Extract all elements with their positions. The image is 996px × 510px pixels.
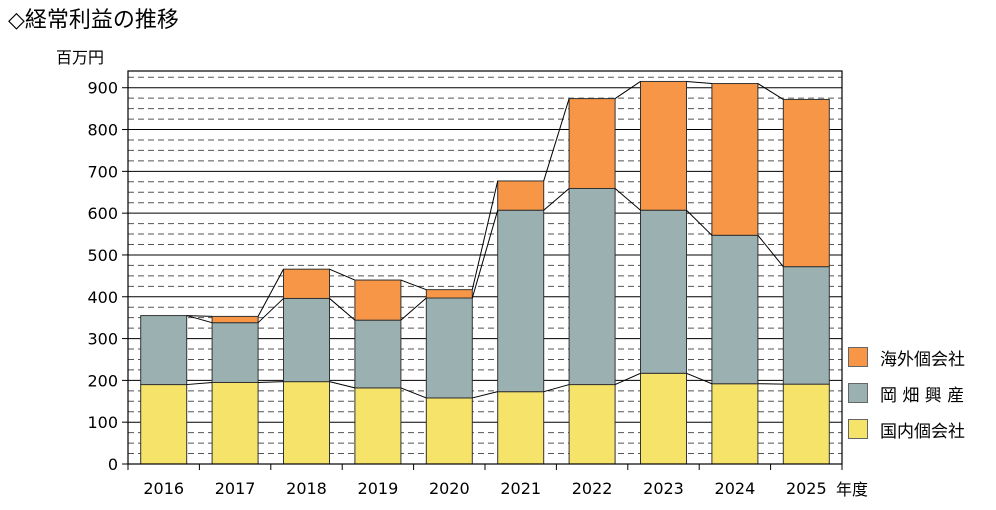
x-axis-suffix-label: 年度 bbox=[836, 480, 869, 499]
legend-item-okahata: 岡 畑 興 産 bbox=[848, 382, 965, 406]
bar-okahata-2022 bbox=[568, 187, 616, 386]
legend-swatch-overseas bbox=[848, 347, 868, 367]
bar-okahata-2021 bbox=[497, 209, 545, 393]
legend-item-overseas: 海外個会社 bbox=[848, 346, 965, 370]
bar-domestic-2020 bbox=[425, 397, 473, 465]
series-connector-domestic bbox=[329, 381, 356, 389]
bar-overseas-2019 bbox=[354, 279, 402, 321]
series-connector-overseas bbox=[329, 268, 356, 281]
series-connector-overseas bbox=[471, 180, 499, 290]
x-tick-label: 2025 bbox=[786, 479, 827, 498]
legend-item-domestic: 国内個会社 bbox=[848, 418, 965, 442]
series-connector-overseas bbox=[543, 98, 570, 182]
bar-okahata-2016 bbox=[140, 315, 188, 386]
series-connector-domestic bbox=[543, 384, 570, 393]
series-connector-domestic bbox=[472, 391, 498, 399]
legend-swatch-domestic bbox=[848, 419, 868, 439]
bar-overseas-2021 bbox=[497, 180, 545, 211]
y-tick-label: 400 bbox=[87, 288, 118, 307]
legend-swatch-okahata bbox=[848, 383, 868, 403]
x-tick-label: 2024 bbox=[715, 479, 756, 498]
series-connector-okahata bbox=[329, 298, 356, 321]
y-tick-label: 900 bbox=[87, 79, 118, 98]
bar-okahata-2018 bbox=[283, 297, 330, 383]
x-tick-label: 2022 bbox=[572, 479, 613, 498]
bar-overseas-2023 bbox=[640, 80, 687, 211]
series-connector-domestic bbox=[686, 372, 713, 385]
bar-domestic-2021 bbox=[497, 391, 545, 465]
series-connector-overseas bbox=[400, 279, 427, 291]
y-tick-label: 700 bbox=[87, 162, 118, 181]
bar-domestic-2024 bbox=[711, 383, 759, 465]
x-tick-label: 2023 bbox=[643, 479, 684, 498]
series-connector-domestic bbox=[186, 381, 213, 386]
bar-okahata-2023 bbox=[640, 209, 687, 374]
bar-overseas-2025 bbox=[782, 98, 830, 268]
bar-overseas-2022 bbox=[568, 98, 616, 189]
series-connector-domestic bbox=[400, 387, 427, 399]
series-connector-okahata bbox=[257, 298, 284, 324]
bar-domestic-2019 bbox=[354, 387, 402, 465]
x-tick-label: 2018 bbox=[286, 479, 327, 498]
bar-okahata-2017 bbox=[211, 322, 259, 383]
y-tick-label: 300 bbox=[87, 330, 118, 349]
bar-domestic-2025 bbox=[782, 383, 830, 465]
y-tick-label: 500 bbox=[87, 246, 118, 265]
bar-overseas-2017 bbox=[211, 315, 259, 324]
bar-domestic-2016 bbox=[140, 384, 188, 465]
series-connector-okahata bbox=[757, 234, 784, 267]
bar-okahata-2025 bbox=[782, 266, 830, 385]
bar-overseas-2018 bbox=[283, 268, 330, 299]
series-connector-okahata bbox=[400, 297, 427, 321]
series-connector-domestic bbox=[258, 381, 284, 383]
series-connector-okahata bbox=[543, 188, 570, 211]
x-tick-label: 2016 bbox=[143, 479, 184, 498]
y-tick-label: 100 bbox=[87, 413, 118, 432]
bar-okahata-2019 bbox=[354, 319, 402, 389]
series-connector-okahata bbox=[471, 210, 499, 299]
bar-okahata-2024 bbox=[711, 234, 759, 385]
legend-label-overseas: 海外個会社 bbox=[880, 349, 965, 370]
y-axis-unit-label: 百万円 bbox=[56, 48, 105, 67]
legend-label-domestic: 国内個会社 bbox=[880, 421, 965, 442]
y-tick-label: 200 bbox=[87, 371, 118, 390]
bar-domestic-2022 bbox=[568, 384, 616, 465]
series-connector-okahata bbox=[614, 188, 641, 211]
y-tick-label: 600 bbox=[87, 204, 118, 223]
series-connector-okahata bbox=[186, 315, 213, 324]
x-tick-label: 2017 bbox=[215, 479, 256, 498]
legend-label-okahata: 岡 畑 興 産 bbox=[880, 385, 965, 406]
bar-overseas-2020 bbox=[425, 289, 473, 299]
series-connector-overseas bbox=[757, 83, 784, 100]
x-tick-label: 2019 bbox=[358, 479, 399, 498]
series-connector-okahata bbox=[686, 209, 713, 236]
x-tick-label: 2020 bbox=[429, 479, 470, 498]
chart-title: ◇経常利益の推移 bbox=[8, 8, 179, 33]
bar-domestic-2023 bbox=[640, 372, 687, 465]
bar-overseas-2024 bbox=[711, 83, 759, 236]
series-connector-domestic bbox=[614, 372, 641, 386]
series-connector-overseas bbox=[186, 315, 213, 317]
bar-domestic-2017 bbox=[211, 381, 259, 465]
series-connector-overseas bbox=[686, 80, 712, 85]
y-tick-label: 0 bbox=[108, 455, 118, 474]
x-tick-label: 2021 bbox=[500, 479, 541, 498]
bar-domestic-2018 bbox=[283, 381, 330, 465]
y-tick-label: 800 bbox=[87, 121, 118, 140]
series-connector-overseas bbox=[257, 268, 284, 317]
plot-frame bbox=[127, 70, 843, 465]
bar-okahata-2020 bbox=[425, 297, 473, 399]
series-connector-overseas bbox=[614, 81, 641, 100]
